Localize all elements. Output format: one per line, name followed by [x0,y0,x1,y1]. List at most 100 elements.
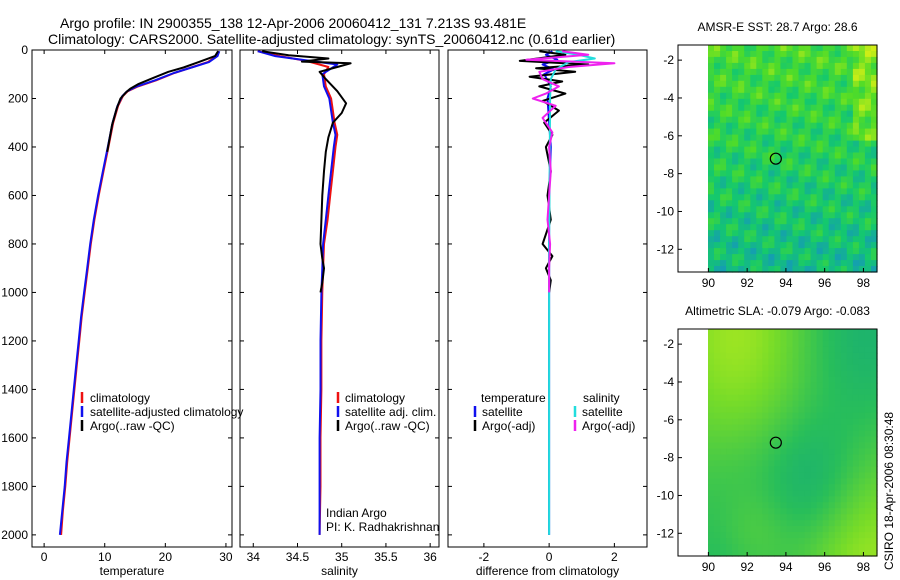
map-cell [726,188,733,195]
map-cell [732,329,739,336]
map-cell [804,484,812,491]
map-cell [864,224,872,231]
map-cell [780,520,787,527]
map-cell [714,45,721,52]
map-cell [828,502,836,509]
map-cell [834,56,842,64]
map-cell [792,98,800,106]
map-cell [852,122,860,130]
map-cell [858,74,866,82]
map-cell [804,466,812,473]
map-cell [871,352,878,360]
map-cell [738,490,745,497]
map-cell [798,340,806,348]
map-cell [762,382,769,390]
map-cell [750,418,757,426]
map-cell [738,406,745,414]
map-cell [756,406,763,414]
map-cell [756,490,763,497]
map-cell [810,104,818,112]
map-cell [720,448,727,456]
map-cell [828,260,836,267]
map-cell [726,544,733,551]
map-cell [792,388,800,396]
map-cell [762,266,769,273]
map-cell [792,164,800,172]
map-cell [864,110,872,118]
map-cell [816,56,824,64]
map-cell [852,346,860,354]
map-cell [786,80,794,88]
map-cell [840,194,848,201]
map-cell [840,412,848,420]
map-cell [816,484,824,491]
map-cell [822,182,830,189]
map-cell [780,128,787,136]
map-cell [786,442,794,450]
map-cell [798,406,806,414]
map-cell [774,152,781,160]
map-cell [846,484,854,491]
map-cell [816,164,824,172]
map-cell [720,358,727,366]
map-cell [858,538,866,545]
y-tick-label: 1800 [1,479,28,493]
map-cell [816,472,824,479]
map-cell [780,424,787,432]
map-cell [732,170,739,177]
map-cell [756,164,763,172]
map-cell [840,526,848,533]
map-cell [774,80,781,88]
map-cell [798,335,806,342]
map-cell [768,248,775,255]
map-cell [732,254,739,261]
map-cell [822,218,830,225]
map-cell [780,460,787,467]
map-cell [750,502,757,509]
map-cell [828,376,836,384]
map-cell [756,400,763,408]
map-cell [738,134,745,142]
map-cell [762,364,769,372]
map-cell [804,134,812,142]
x-axis-label: difference from climatology [476,564,619,578]
map-cell [846,496,854,503]
map-cell [768,496,775,503]
map-cell [846,188,854,195]
map-cell [828,218,836,225]
map-cell [762,74,769,82]
map-cell [816,329,824,336]
map-cell [780,170,787,177]
map-cell [871,242,878,249]
map-cell [714,472,721,479]
map-cell [816,134,824,142]
map-cell [744,134,751,142]
map-cell [864,460,872,467]
map-cell [750,478,757,485]
map-cell [738,260,745,267]
map-cell [804,514,812,521]
map-cell [840,460,848,467]
map-cell [810,550,818,557]
map-cell [804,194,812,201]
map-cell [786,388,794,396]
map-cell [720,364,727,372]
map-cell [822,508,830,515]
map-cell [756,346,763,354]
map-cell [780,526,787,533]
map-cell [816,51,824,58]
map-cell [780,496,787,503]
map-cell [828,382,836,390]
map-cell [738,382,745,390]
map-cell [804,526,812,533]
map-cell [708,520,715,527]
map-cell [732,496,739,503]
map-cell [714,358,721,366]
map-cell [871,68,878,76]
map-cell [828,146,836,154]
map-cell [792,424,800,432]
y-tick-label: -4 [663,375,674,389]
map-cell [708,51,715,58]
map-cell [744,454,751,461]
map-cell [864,526,872,533]
